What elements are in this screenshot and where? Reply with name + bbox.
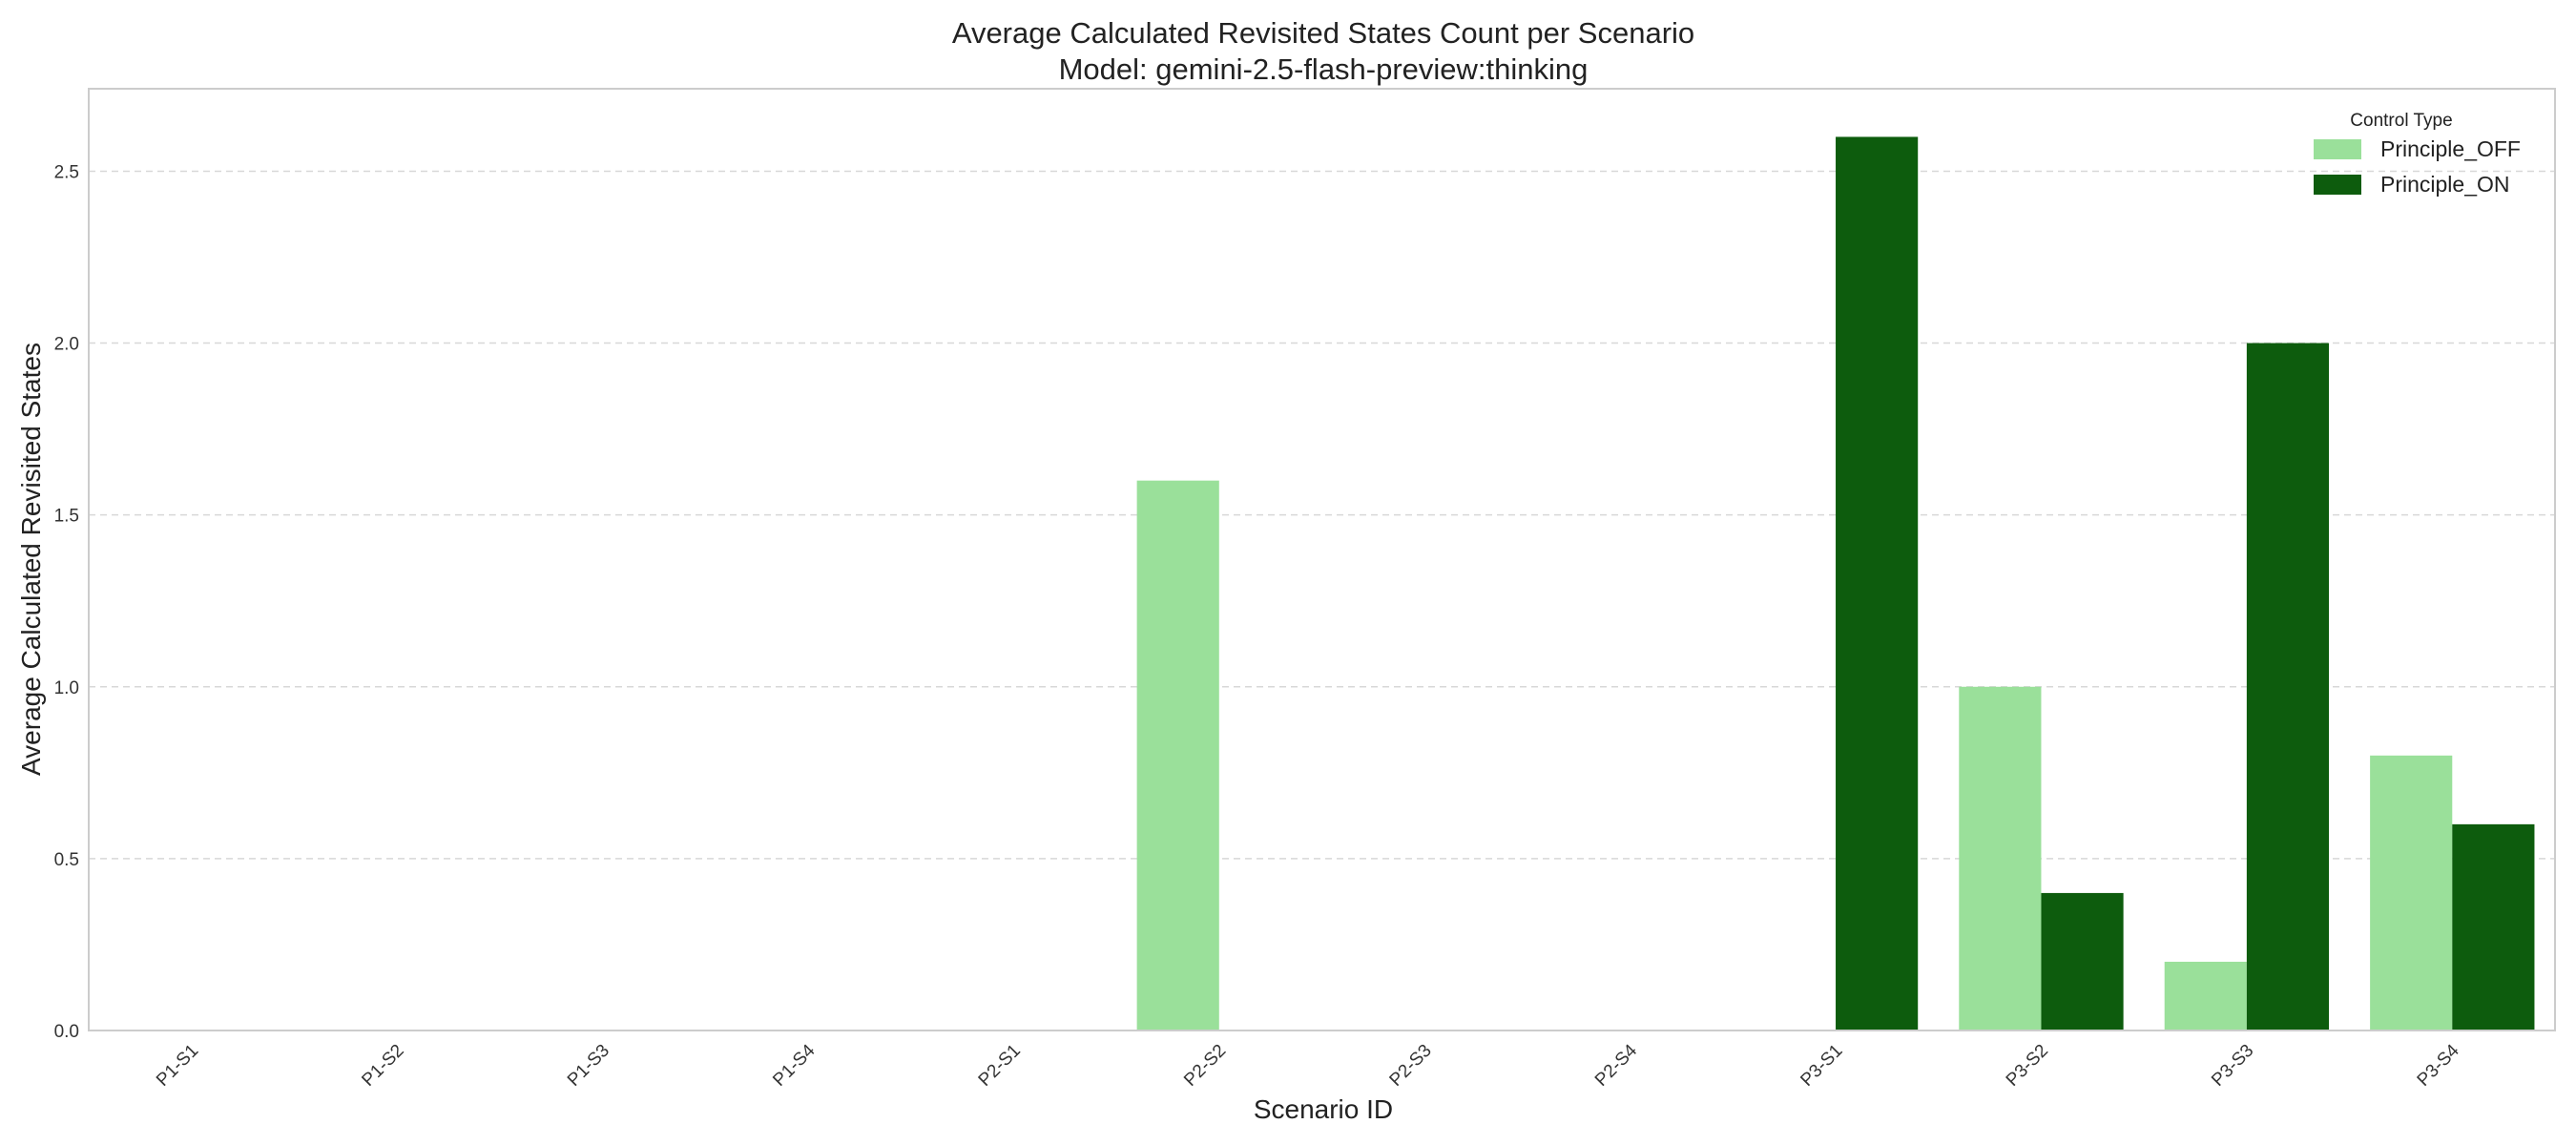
y-tick-label: 2.0	[54, 335, 79, 355]
y-tick-label: 0.0	[54, 1022, 79, 1042]
x-tick-label: P1-S1	[153, 1041, 202, 1091]
bar-principle-off	[1136, 480, 1219, 1030]
y-axis-ticks: 0.0 0.5 1.0 1.5 2.0 2.5	[54, 162, 79, 1042]
x-tick-label: P3-S3	[2208, 1041, 2257, 1091]
y-tick-label: 1.0	[54, 678, 79, 698]
bar-principle-off	[1959, 686, 2042, 1030]
x-tick-label: P1-S3	[564, 1041, 613, 1091]
bars	[1136, 136, 2535, 1031]
x-tick-label: P2-S3	[1386, 1041, 1436, 1091]
x-tick-label: P3-S4	[2414, 1040, 2463, 1090]
x-tick-label: P2-S1	[975, 1041, 1025, 1091]
x-tick-label: P1-S4	[769, 1040, 819, 1090]
gridlines	[89, 170, 2555, 1031]
legend-label: Principle_ON	[2380, 172, 2510, 197]
x-tick-label: P3-S1	[1797, 1041, 1846, 1091]
legend-swatch	[2314, 139, 2361, 159]
x-tick-label: P1-S2	[358, 1041, 407, 1091]
legend-swatch	[2314, 175, 2361, 195]
plot-frame	[88, 88, 2556, 1031]
bar-principle-off	[2370, 755, 2453, 1030]
bar-principle-on	[2452, 823, 2535, 1030]
x-tick-label: P3-S2	[2003, 1041, 2052, 1091]
bar-principle-off	[2164, 961, 2247, 1030]
legend: Control Type Principle_OFF Principle_ON	[2314, 111, 2521, 197]
x-tick-label: P2-S4	[1591, 1040, 1641, 1090]
y-tick-label: 1.5	[54, 507, 79, 527]
legend-title: Control Type	[2350, 111, 2452, 131]
bar-principle-on	[1836, 136, 1919, 1030]
bar-principle-on	[2041, 892, 2124, 1030]
y-tick-label: 0.5	[54, 850, 79, 870]
bar-principle-on	[2246, 343, 2330, 1031]
x-tick-label: P2-S2	[1180, 1041, 1230, 1091]
legend-label: Principle_OFF	[2380, 136, 2521, 161]
y-axis-label: Average Calculated Revisited States	[16, 343, 46, 776]
x-axis-ticks: P1-S1 P1-S2 P1-S3 P1-S4 P2-S1 P2-S2 P2-S3 P2-S4…	[153, 1040, 2463, 1090]
y-tick-label: 2.5	[54, 162, 79, 182]
chart-subtitle: Model: gemini-2.5-flash-preview:thinking	[1059, 52, 1589, 86]
chart-title: Average Calculated Revisited States Coun…	[952, 16, 1694, 50]
x-axis-label: Scenario ID	[1254, 1094, 1393, 1124]
